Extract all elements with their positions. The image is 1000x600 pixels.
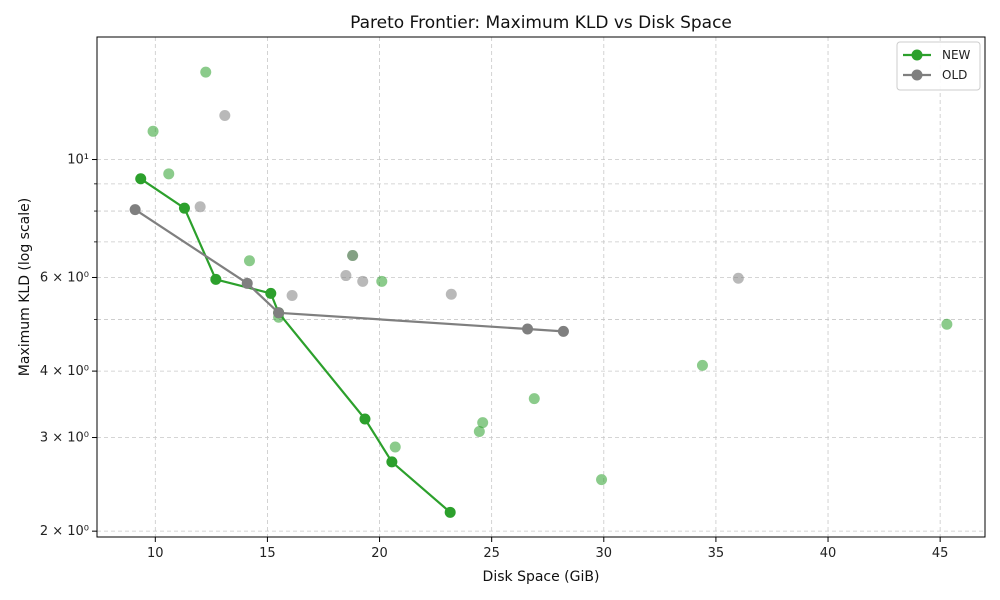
data-series bbox=[129, 66, 953, 518]
scatter-point-old bbox=[340, 270, 352, 282]
scatter-point-old bbox=[347, 249, 359, 261]
x-axis-label: Disk Space (GiB) bbox=[483, 569, 600, 585]
scatter-point-new bbox=[243, 255, 255, 267]
x-tick-label: 25 bbox=[483, 546, 500, 561]
legend-label-new: NEW bbox=[942, 48, 971, 62]
frontier-point-new bbox=[386, 456, 398, 468]
x-tick-label: 30 bbox=[596, 546, 613, 561]
scatter-point-old bbox=[445, 288, 457, 300]
x-tick-label: 35 bbox=[708, 546, 725, 561]
scatter-point-new bbox=[473, 425, 485, 437]
scatter-point-old bbox=[732, 272, 744, 284]
y-tick-label: 10¹ bbox=[67, 153, 89, 168]
y-tick-label: 3 × 10⁰ bbox=[40, 431, 89, 446]
scatter-point-new bbox=[163, 168, 175, 180]
legend-label-old: OLD bbox=[942, 68, 967, 82]
frontier-point-new bbox=[265, 287, 277, 299]
frontier-point-old bbox=[129, 204, 141, 216]
frontier-point-new bbox=[135, 173, 147, 185]
frontier-point-new bbox=[444, 506, 456, 518]
legend: NEW OLD bbox=[896, 41, 981, 91]
scatter-point-new bbox=[376, 275, 388, 287]
scatter-point-new bbox=[941, 318, 953, 330]
y-axis-label: Maximum KLD (log scale) bbox=[17, 198, 33, 376]
frontier-point-old bbox=[273, 307, 285, 319]
legend-marker-new bbox=[911, 49, 923, 61]
x-tick-label: 45 bbox=[932, 546, 949, 561]
scatter-point-old bbox=[357, 275, 369, 287]
chart-title: Pareto Frontier: Maximum KLD vs Disk Spa… bbox=[350, 13, 732, 33]
frontier-point-old bbox=[241, 277, 253, 289]
plot-area-frame bbox=[96, 36, 986, 538]
scatter-point-new bbox=[147, 125, 159, 137]
frontier-point-new bbox=[359, 413, 371, 425]
grid-lines bbox=[97, 37, 985, 537]
scatter-point-old bbox=[219, 110, 231, 122]
x-tick-label: 10 bbox=[147, 546, 164, 561]
frontier-point-old bbox=[522, 323, 534, 335]
frontier-line-new bbox=[140, 177, 451, 514]
scatter-point-old bbox=[286, 289, 298, 301]
scatter-point-new bbox=[596, 474, 608, 486]
frontier-point-new bbox=[210, 273, 222, 285]
scatter-point-new bbox=[696, 359, 708, 371]
scatter-point-new bbox=[528, 393, 540, 405]
scatter-point-new bbox=[389, 441, 401, 453]
x-tick-label: 40 bbox=[820, 546, 837, 561]
scatter-point-new bbox=[200, 66, 212, 78]
x-tick-label: 15 bbox=[259, 546, 276, 561]
y-tick-label: 6 × 10⁰ bbox=[40, 270, 89, 285]
axes: 10 15 20 25 30 35 40 45 2 × 10⁰ 3 × 10⁰ 4 × 10⁰ 6 ×… bbox=[40, 153, 949, 561]
x-tick-label: 20 bbox=[371, 546, 388, 561]
legend-marker-old bbox=[911, 69, 923, 81]
y-tick-label: 2 × 10⁰ bbox=[40, 524, 89, 539]
frontier-point-new bbox=[178, 202, 190, 214]
y-tick-label: 4 × 10⁰ bbox=[40, 364, 89, 379]
frontier-point-old bbox=[557, 325, 569, 337]
scatter-point-new bbox=[477, 417, 489, 429]
scatter-point-old bbox=[194, 201, 206, 213]
